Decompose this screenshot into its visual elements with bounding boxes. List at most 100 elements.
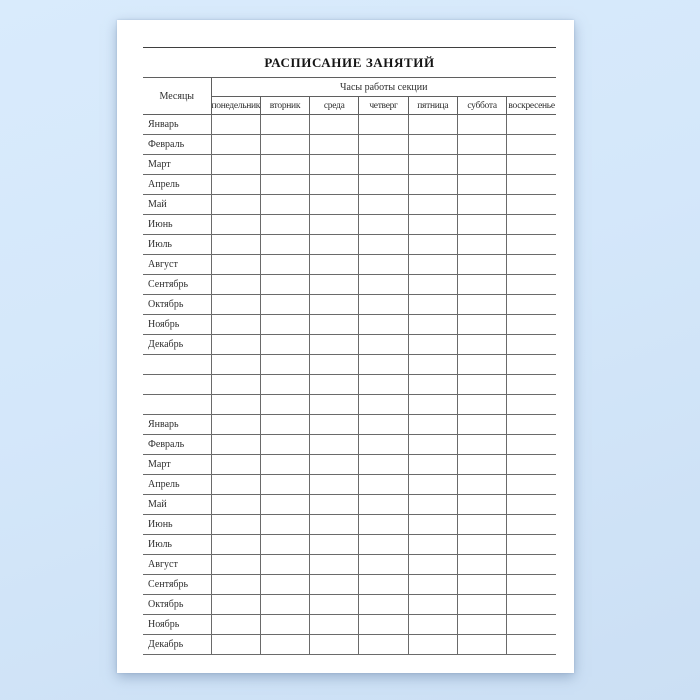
month-label-cell: Февраль	[143, 434, 211, 455]
schedule-cell	[309, 574, 359, 595]
schedule-cell	[259, 494, 310, 515]
schedule-cell	[259, 314, 310, 335]
schedule-cell	[259, 374, 310, 395]
schedule-cell	[309, 274, 359, 295]
schedule-cell	[259, 594, 310, 615]
schedule-cell	[210, 594, 261, 615]
schedule-cell	[407, 634, 458, 655]
table-row: Август	[143, 254, 556, 275]
schedule-cell	[506, 414, 556, 435]
schedule-cell	[456, 294, 507, 315]
schedule-cell	[309, 474, 359, 495]
schedule-cell	[210, 294, 261, 315]
schedule-cell	[506, 434, 556, 455]
schedule-cell	[506, 634, 556, 655]
title-divider-rule	[143, 47, 556, 48]
schedule-cell	[358, 234, 409, 255]
schedule-cell	[309, 494, 359, 515]
schedule-cell	[456, 514, 507, 535]
table-row: Апрель	[143, 474, 556, 495]
schedule-cell	[309, 194, 359, 215]
table-row: Март	[143, 154, 556, 175]
schedule-body: Январь Февраль Март Апрель Май Июнь Июль Август…	[143, 114, 556, 655]
schedule-cell	[259, 574, 310, 595]
month-label-cell: Июль	[143, 234, 211, 255]
table-row: Февраль	[143, 134, 556, 155]
day-header-thursday: четверг	[358, 96, 409, 115]
month-label-cell: Апрель	[143, 474, 211, 495]
schedule-cell	[456, 394, 507, 415]
schedule-cell	[456, 374, 507, 395]
schedule-cell	[259, 514, 310, 535]
schedule-cell	[358, 354, 409, 375]
schedule-cell	[259, 114, 310, 135]
schedule-cell	[407, 254, 458, 275]
table-row: Декабрь	[143, 634, 556, 655]
table-row: Июль	[143, 534, 556, 555]
schedule-cell	[407, 534, 458, 555]
month-label-cell: Апрель	[143, 174, 211, 195]
schedule-cell	[456, 174, 507, 195]
schedule-cell	[358, 174, 409, 195]
schedule-cell	[506, 394, 556, 415]
schedule-cell	[309, 134, 359, 155]
schedule-cell	[210, 414, 261, 435]
schedule-cell	[259, 354, 310, 375]
schedule-cell	[358, 254, 409, 275]
schedule-cell	[358, 534, 409, 555]
schedule-cell	[309, 594, 359, 615]
schedule-cell	[210, 174, 261, 195]
schedule-cell	[456, 634, 507, 655]
month-label-cell: Сентябрь	[143, 274, 211, 295]
schedule-cell	[259, 214, 310, 235]
schedule-cell	[407, 314, 458, 335]
schedule-cell	[358, 194, 409, 215]
month-label-cell: Август	[143, 254, 211, 275]
header-row-top: Месяцы Часы работы секции	[143, 77, 556, 115]
month-label-cell: Январь	[143, 414, 211, 435]
schedule-cell	[309, 314, 359, 335]
schedule-cell	[210, 374, 261, 395]
schedule-cell	[358, 614, 409, 635]
schedule-cell	[407, 574, 458, 595]
schedule-cell	[358, 434, 409, 455]
schedule-cell	[309, 534, 359, 555]
schedule-cell	[210, 114, 261, 135]
schedule-cell	[506, 154, 556, 175]
schedule-cell	[358, 274, 409, 295]
schedule-cell	[210, 454, 261, 475]
day-header-monday: понедельник	[210, 96, 261, 115]
schedule-cell	[309, 174, 359, 195]
schedule-cell	[309, 554, 359, 575]
schedule-cell	[456, 454, 507, 475]
month-label-cell: Июнь	[143, 214, 211, 235]
schedule-cell	[407, 154, 458, 175]
schedule-cell	[259, 274, 310, 295]
schedule-cell	[358, 494, 409, 515]
schedule-cell	[259, 394, 310, 415]
schedule-cell	[358, 634, 409, 655]
schedule-cell	[210, 474, 261, 495]
table-row: Май	[143, 194, 556, 215]
schedule-cell	[506, 134, 556, 155]
schedule-cell	[259, 534, 310, 555]
schedule-cell	[210, 274, 261, 295]
schedule-cell	[259, 174, 310, 195]
table-row	[143, 394, 556, 415]
month-label-cell: Май	[143, 494, 211, 515]
schedule-cell	[210, 354, 261, 375]
schedule-cell	[259, 134, 310, 155]
schedule-cell	[210, 234, 261, 255]
schedule-cell	[407, 514, 458, 535]
schedule-cell	[210, 634, 261, 655]
schedule-cell	[407, 234, 458, 255]
schedule-cell	[309, 434, 359, 455]
schedule-cell	[407, 494, 458, 515]
schedule-cell	[259, 454, 310, 475]
schedule-cell	[309, 294, 359, 315]
schedule-cell	[506, 374, 556, 395]
schedule-cell	[210, 314, 261, 335]
month-label-cell: Ноябрь	[143, 314, 211, 335]
schedule-cell	[506, 514, 556, 535]
